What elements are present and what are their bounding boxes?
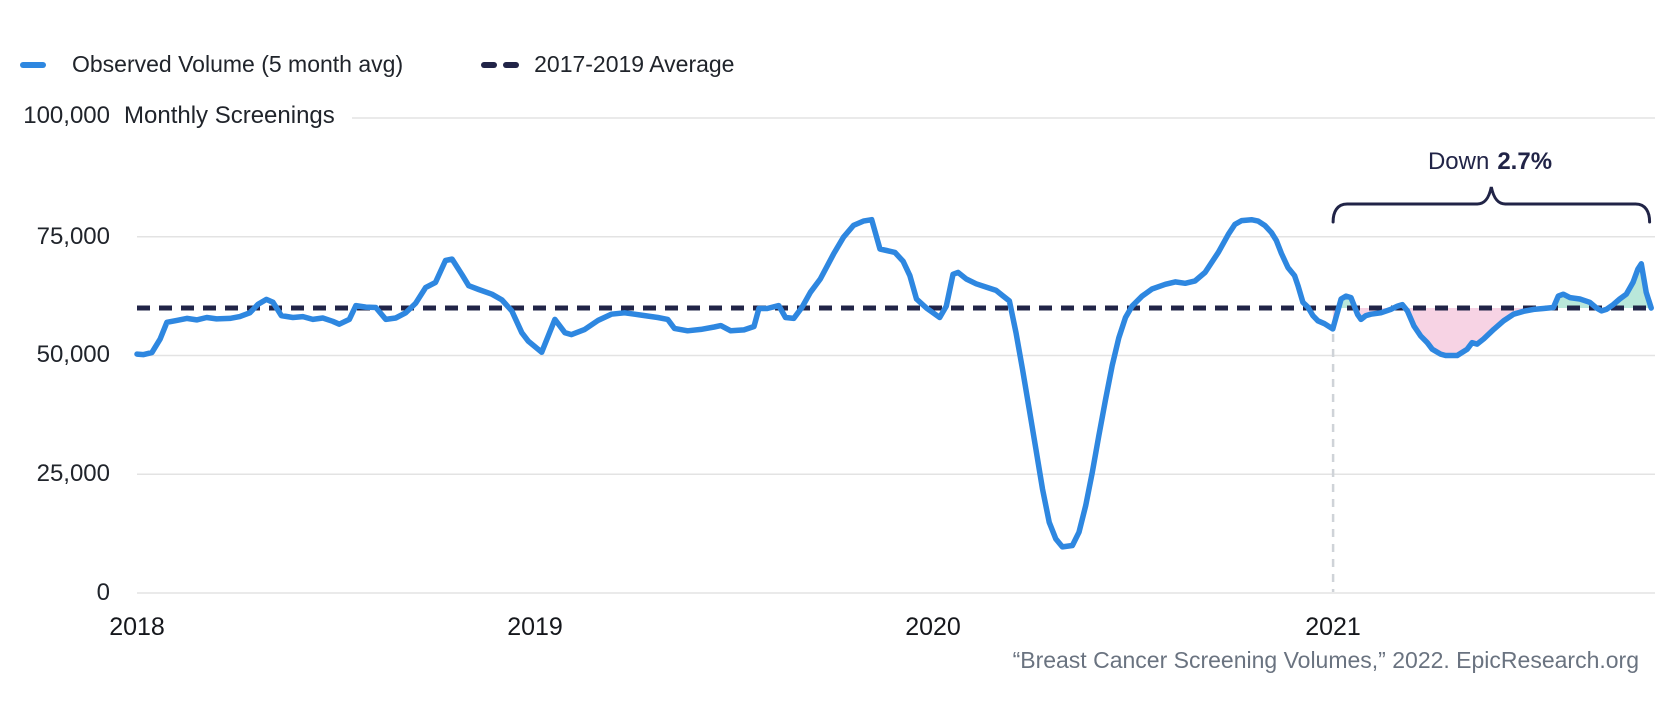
- y-axis-unit-label: Monthly Screenings: [124, 102, 335, 129]
- down-annotation-value: 2.7%: [1497, 148, 1553, 175]
- down-annotation-prefix: Down: [1427, 148, 1490, 175]
- y-tick-100000: 100,000: [23, 102, 110, 129]
- average-dash-swatch-icon: [481, 61, 520, 68]
- source-credit: “Breast Cancer Screening Volumes,” 2022.…: [1012, 647, 1639, 673]
- observed-volume-line-swatch-icon: [20, 61, 46, 68]
- y-tick-0: 0: [96, 579, 110, 606]
- x-tick-2018: 2018: [109, 613, 165, 641]
- legend: Observed Volume (5 month avg) 2017-2019 …: [20, 51, 734, 78]
- y-axis-top-row: 100,000 Monthly Screenings: [0, 102, 335, 130]
- legend-item-observed-volume: Observed Volume (5 month avg): [20, 51, 403, 78]
- x-tick-2019: 2019: [507, 613, 563, 641]
- y-tick-75000: 75,000: [36, 223, 110, 250]
- legend-label-average: 2017-2019 Average: [534, 51, 735, 77]
- legend-label-observed-volume: Observed Volume (5 month avg): [72, 51, 404, 77]
- y-tick-50000: 50,000: [36, 341, 110, 368]
- x-tick-2021: 2021: [1305, 613, 1361, 641]
- down-annotation: Down 2.7%: [1428, 148, 1552, 176]
- x-tick-2020: 2020: [905, 613, 961, 641]
- y-tick-25000: 25,000: [36, 460, 110, 487]
- legend-item-average: 2017-2019 Average: [481, 51, 734, 78]
